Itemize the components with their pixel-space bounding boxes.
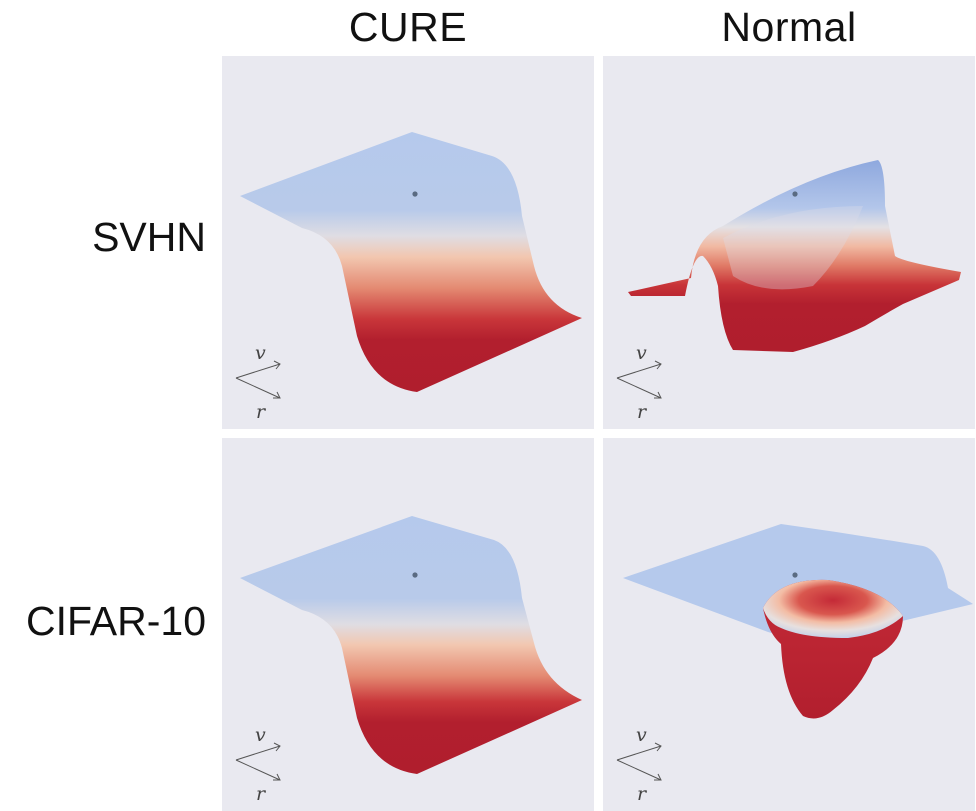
axis-label-r: r [637,783,648,805]
surface-svhn-cure [240,132,582,392]
axes-inset [235,360,281,399]
origin-point [412,572,418,578]
surface-cifar10-cure [240,516,582,774]
origin-point [792,191,798,197]
axis-label-v: v [255,342,266,364]
column-title-normal: Normal [721,4,857,50]
row-title-svhn: SVHN [92,214,206,260]
panel-cifar10-cure: v r [222,438,594,811]
axes-inset [235,742,281,781]
axes-inset [616,742,662,781]
column-title-cure: CURE [348,4,468,50]
row-title-cifar10: CIFAR-10 [26,598,206,644]
origin-point [412,191,418,197]
panel-svhn-normal: v r [603,56,975,429]
axis-label-r: r [256,401,267,423]
origin-point [792,572,798,578]
axis-label-v: v [255,724,266,746]
axis-label-v: v [636,724,647,746]
axis-label-r: r [256,783,267,805]
axis-label-v: v [636,342,647,364]
axes-inset [616,360,662,399]
axis-label-r: r [637,401,648,423]
surface-svhn-normal [628,160,961,352]
panel-svhn-cure: v r [222,56,594,429]
panel-cifar10-normal: v r [603,438,975,811]
